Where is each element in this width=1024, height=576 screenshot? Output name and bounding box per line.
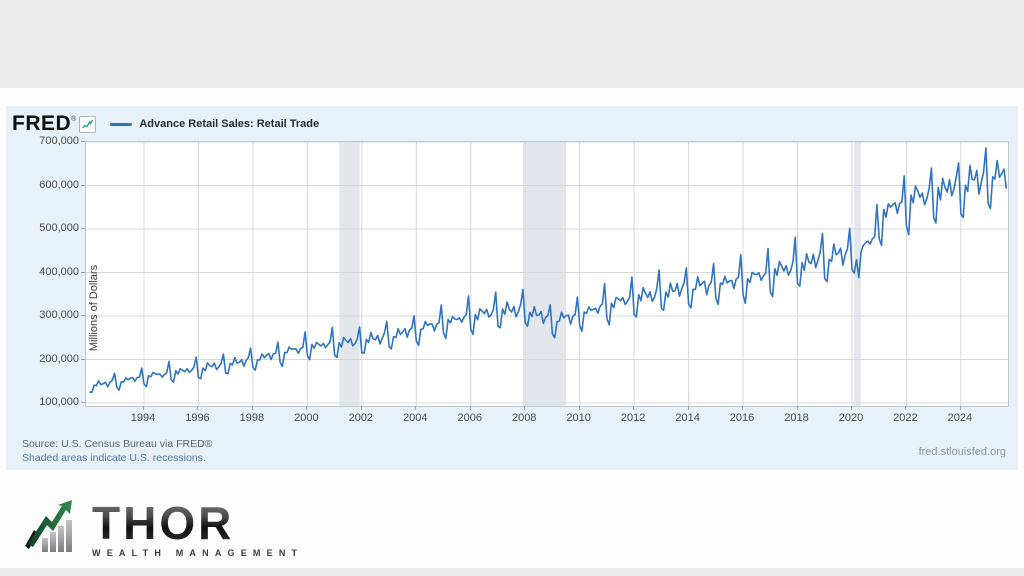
x-tick-mark bbox=[360, 406, 362, 410]
x-tick-mark bbox=[524, 406, 526, 410]
thor-logo-icon bbox=[25, 500, 72, 552]
x-tick-mark bbox=[415, 406, 417, 410]
chart-legend: Advance Retail Sales: Retail Trade bbox=[110, 118, 319, 130]
fred-chart-widget: FRED ® Advance Retail Sales: Retail Trad… bbox=[6, 106, 1018, 470]
plot-area: Millions of Dollars bbox=[85, 141, 1009, 407]
x-tick-label: 1996 bbox=[185, 412, 210, 424]
x-tick-label: 2022 bbox=[893, 412, 918, 424]
x-tick-label: 2006 bbox=[457, 412, 482, 424]
x-tick-label: 2004 bbox=[403, 412, 428, 424]
x-tick-mark bbox=[905, 406, 907, 410]
y-tick-mark bbox=[81, 402, 85, 403]
chart-header: FRED ® Advance Retail Sales: Retail Trad… bbox=[12, 112, 319, 136]
y-tick-mark bbox=[81, 315, 85, 316]
y-tick-mark bbox=[81, 358, 85, 360]
fred-logo[interactable]: FRED ® bbox=[12, 112, 97, 135]
fred-site-text: fred.stlouisfed.org bbox=[918, 446, 1006, 458]
x-tick-label: 2024 bbox=[947, 412, 973, 424]
y-tick-mark bbox=[81, 184, 85, 186]
x-tick-mark bbox=[251, 406, 253, 410]
thor-logo-subtitle: WEALTH MANAGEMENT bbox=[92, 548, 304, 558]
x-tick-mark bbox=[687, 406, 689, 410]
recession-bands bbox=[339, 142, 861, 406]
x-tick-mark bbox=[742, 406, 744, 410]
y-tick-label: 400,000 bbox=[39, 265, 79, 278]
gridlines bbox=[86, 142, 1008, 406]
x-tick-mark bbox=[469, 406, 471, 410]
y-tick-label: 300,000 bbox=[39, 309, 79, 321]
x-tick-mark bbox=[850, 406, 852, 410]
y-tick-label: 600,000 bbox=[39, 178, 79, 191]
x-tick-label: 2016 bbox=[729, 412, 755, 424]
thor-logo-name: THOR bbox=[92, 500, 303, 546]
y-tick-mark bbox=[81, 228, 85, 229]
x-tick-label: 2000 bbox=[294, 412, 319, 424]
x-tick-label: 1994 bbox=[130, 412, 156, 424]
x-tick-mark bbox=[959, 406, 961, 410]
fred-logo-text: FRED bbox=[12, 112, 72, 135]
x-tick-label: 2010 bbox=[566, 412, 591, 424]
x-tick-label: 2014 bbox=[675, 412, 700, 424]
x-tick-mark bbox=[197, 406, 199, 410]
recession-note-link[interactable]: Shaded areas indicate U.S. recessions. bbox=[22, 452, 206, 464]
y-tick-label: 100,000 bbox=[39, 396, 79, 408]
x-tick-label: 2012 bbox=[620, 412, 646, 424]
y-tick-mark bbox=[81, 141, 85, 142]
y-tick-mark bbox=[81, 271, 85, 273]
source-text: Source: U.S. Census Bureau via FRED® bbox=[22, 438, 213, 450]
y-tick-label: 200,000 bbox=[39, 352, 79, 365]
x-tick-label: 1998 bbox=[239, 412, 265, 424]
thor-wealth-management-logo: THOR WEALTH MANAGEMENT bbox=[24, 500, 303, 558]
y-tick-label: 700,000 bbox=[39, 135, 79, 147]
y-axis-title: Millions of Dollars bbox=[88, 264, 100, 352]
x-tick-mark bbox=[633, 406, 635, 410]
data-line bbox=[89, 147, 1008, 394]
x-tick-label: 2008 bbox=[511, 412, 537, 424]
y-tick-label: 500,000 bbox=[39, 222, 79, 234]
x-tick-mark bbox=[306, 406, 308, 410]
x-tick-mark bbox=[578, 406, 580, 410]
x-tick-label: 2002 bbox=[348, 412, 374, 424]
chart-canvas bbox=[86, 142, 1008, 406]
x-tick-mark bbox=[142, 406, 144, 410]
x-tick-label: 2020 bbox=[838, 412, 864, 424]
x-tick-mark bbox=[796, 406, 798, 410]
x-tick-label: 2018 bbox=[784, 412, 809, 424]
registered-mark: ® bbox=[71, 116, 77, 123]
thor-logo-text-block: THOR WEALTH MANAGEMENT bbox=[92, 500, 303, 558]
legend-line-swatch bbox=[110, 122, 133, 126]
legend-series-label: Advance Retail Sales: Retail Trade bbox=[139, 118, 320, 130]
sparkline-icon bbox=[79, 115, 97, 133]
